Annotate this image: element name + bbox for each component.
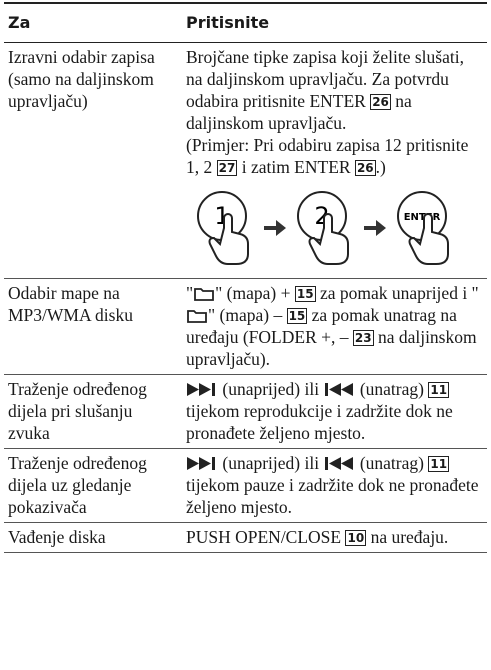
header-cell: Pritisnite [182,2,487,43]
header-cell: Za [4,2,182,43]
action: PUSH OPEN/CLOSE 10 na uređaju. [182,522,487,553]
button-icon: ENTER [397,191,449,265]
action: (unaprijed) ili (unatrag) 11 tijekom rep… [182,374,487,449]
text: (Primjer: Pri odabiru zapisa 12 pritisni… [186,135,469,177]
key: 10 [345,530,367,546]
row: Izravni odabir zapisa (samo na daljinsko… [4,42,487,279]
next-icon [187,457,215,470]
key: 15 [286,308,308,324]
header-row: Za Pritisnite [4,2,487,43]
action: " " (mapa) + 15 za pomak unaprijed i " " (… [182,278,487,375]
text: " (mapa) + [215,283,295,303]
label: Traženje određenog dijela uz gledanje po… [4,448,182,523]
row: Odabir mape na MP3/WMA disku " " (mapa) +… [4,278,487,375]
label: Traženje određenog dijela pri slušanju z… [4,374,182,449]
action: Brojčane tipke zapisa koji želite slušat… [182,42,487,279]
text: (unaprijed) ili [218,379,324,399]
action: (unaprijed) ili (unatrag) 11 tijekom pau… [182,448,487,523]
text: i zatim ENTER [237,157,355,177]
key: 26 [354,160,376,176]
key: 11 [428,382,450,398]
key: 11 [428,456,450,472]
text: " (mapa) – [208,305,287,325]
text: na uređaju. [366,527,449,547]
text: za pomak unaprijed i " [315,283,479,303]
text: Brojčane tipke zapisa koji želite slušat… [186,47,464,111]
key: 27 [216,160,238,176]
text: (unatrag) [355,379,429,399]
text: (unatrag) [355,453,429,473]
key: 15 [294,286,316,302]
row: Traženje određenog dijela uz gledanje po… [4,448,487,523]
key: 26 [370,94,391,110]
prev-icon [325,383,354,396]
text: .) [375,157,386,177]
text: na daljinskom upravljaču. [186,91,412,133]
label: Vađenje diska [4,522,182,553]
button-icon: 2 [297,191,349,265]
text: tijekom pauze i zadržite dok ne pronađet… [186,475,479,517]
button-sequence: 1 2 ENTER [186,178,483,274]
prev-icon [325,457,354,470]
table: Za Pritisnite Izravni odabir zapisa (sam… [4,2,487,553]
folder-icon [187,310,207,323]
arrow [264,220,286,236]
label: Izravni odabir zapisa (samo na daljinsko… [4,42,182,279]
text: PUSH OPEN/CLOSE [186,527,346,547]
text: za pomak unatrag na uređaju (FOLDER +, – [186,305,457,347]
text: (unaprijed) ili [218,453,324,473]
button-icon: 1 [197,191,249,265]
label: Odabir mape na MP3/WMA disku [4,278,182,375]
key: 23 [352,330,374,346]
next-icon [187,383,215,396]
text: na daljinskom upravljaču). [186,327,477,369]
arrow [364,220,386,236]
row: Vađenje diska PUSH OPEN/CLOSE 10 na uređ… [4,522,487,553]
button-label: ENTER [404,212,441,223]
text: tijekom reprodukcije i zadržite dok ne p… [186,401,453,443]
folder-icon [194,288,215,301]
row: Traženje određenog dijela pri slušanju z… [4,374,487,449]
text: " [186,283,194,303]
